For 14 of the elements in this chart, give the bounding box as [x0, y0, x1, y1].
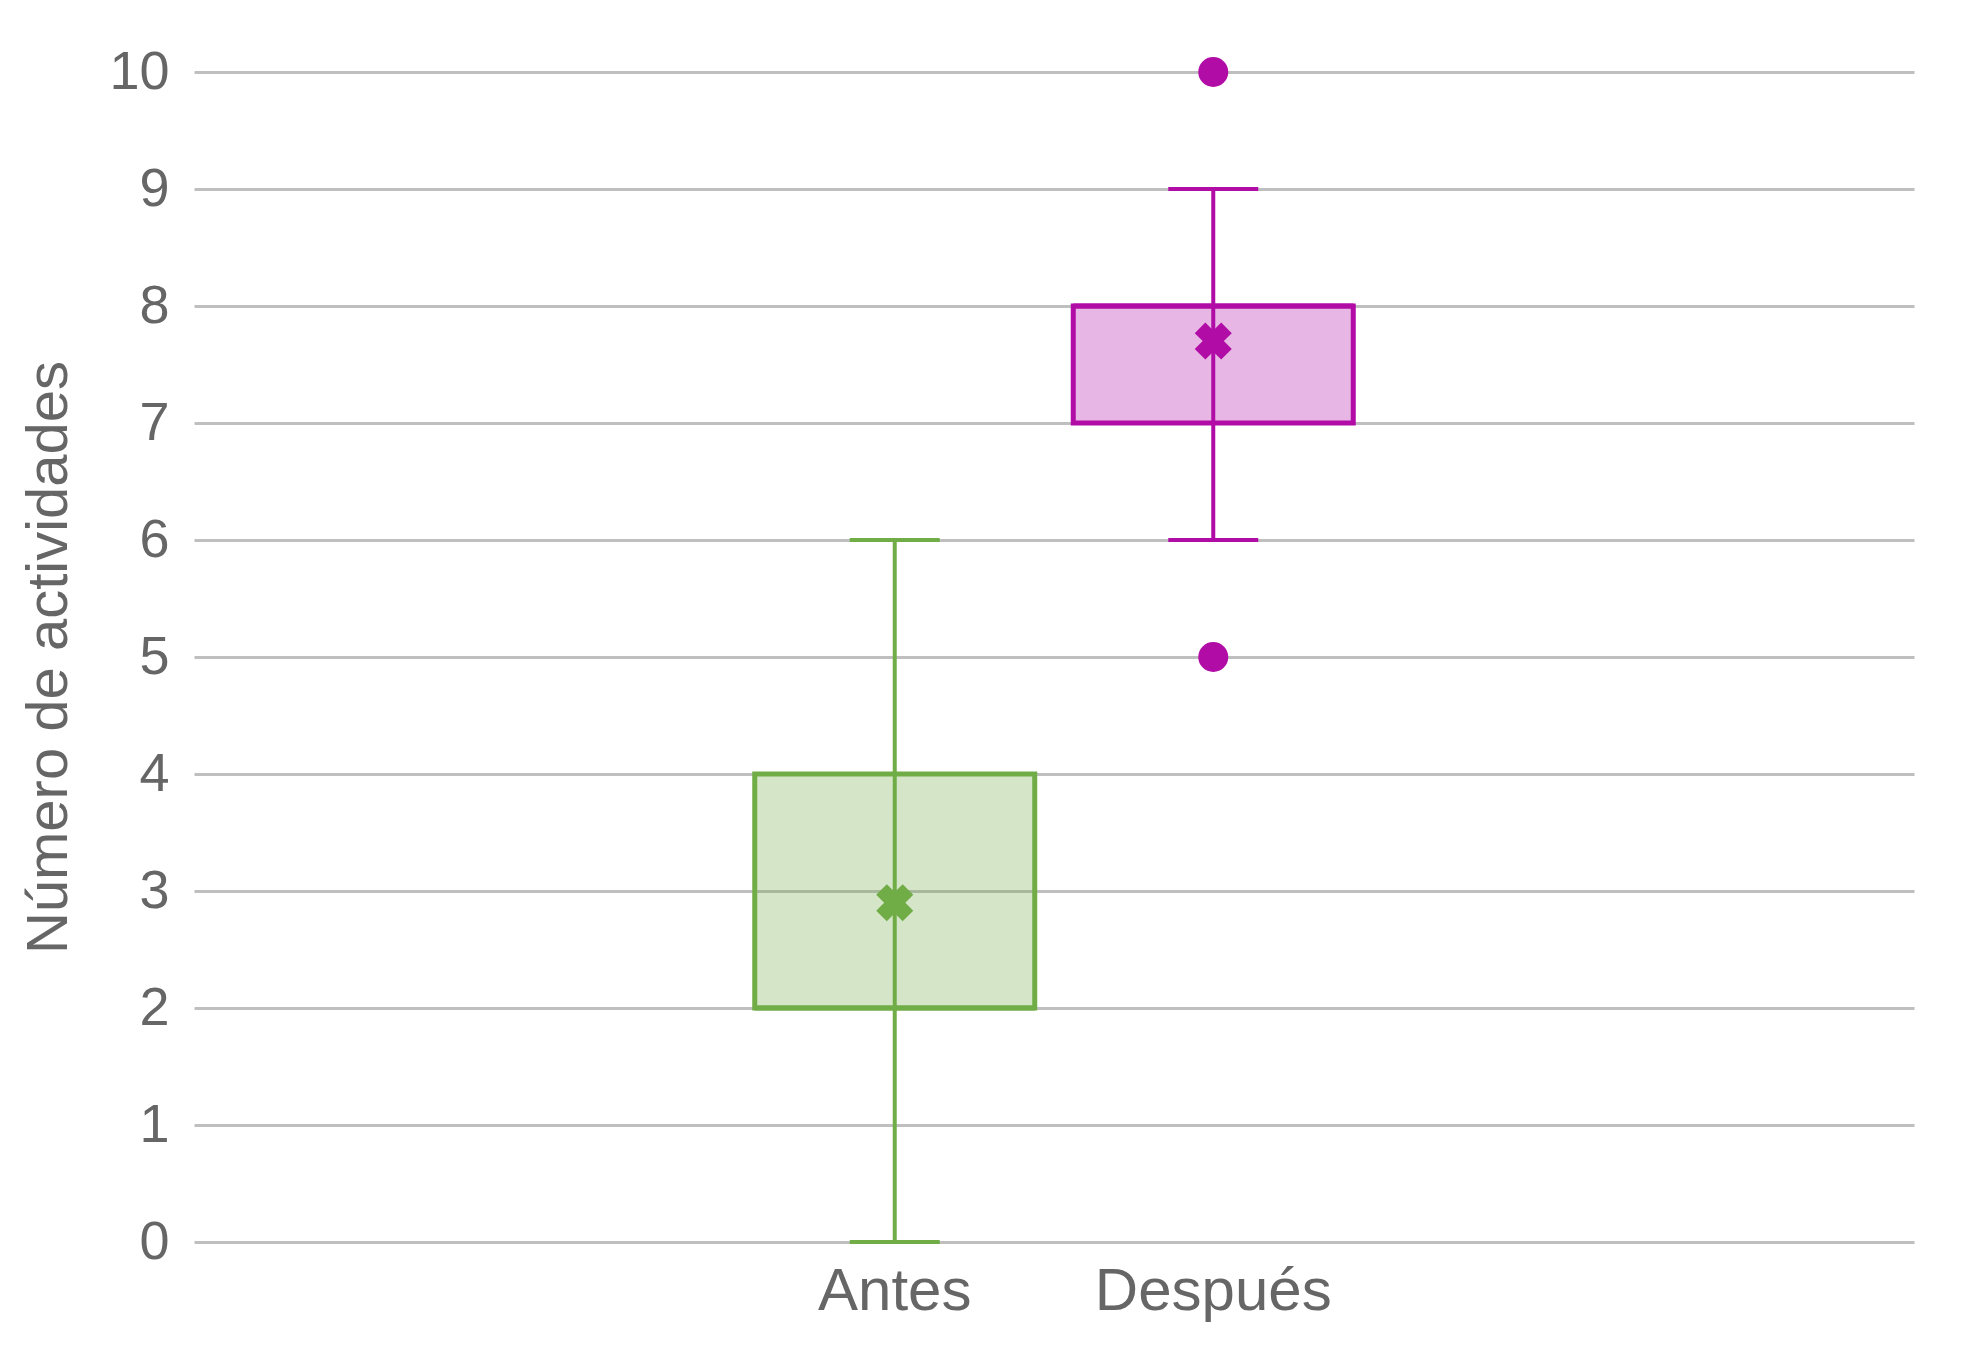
y-axis-title: Número de actividades	[14, 360, 80, 955]
y-tick-label: 7	[139, 390, 170, 451]
y-tick-label: 5	[139, 624, 170, 685]
y-tick-label: 9	[139, 156, 170, 217]
y-tick-label: 4	[139, 741, 170, 802]
y-tick-label: 10	[109, 39, 170, 100]
y-tick-label: 0	[139, 1209, 170, 1270]
y-tick-label: 3	[139, 858, 170, 919]
y-tick-label: 6	[139, 507, 170, 568]
y-tick-label: 8	[139, 273, 170, 334]
y-tick-label: 1	[139, 1092, 170, 1153]
x-tick-label: Antes	[818, 1255, 972, 1323]
x-tick-label: Después	[1094, 1255, 1332, 1323]
y-tick-label: 2	[139, 975, 170, 1036]
